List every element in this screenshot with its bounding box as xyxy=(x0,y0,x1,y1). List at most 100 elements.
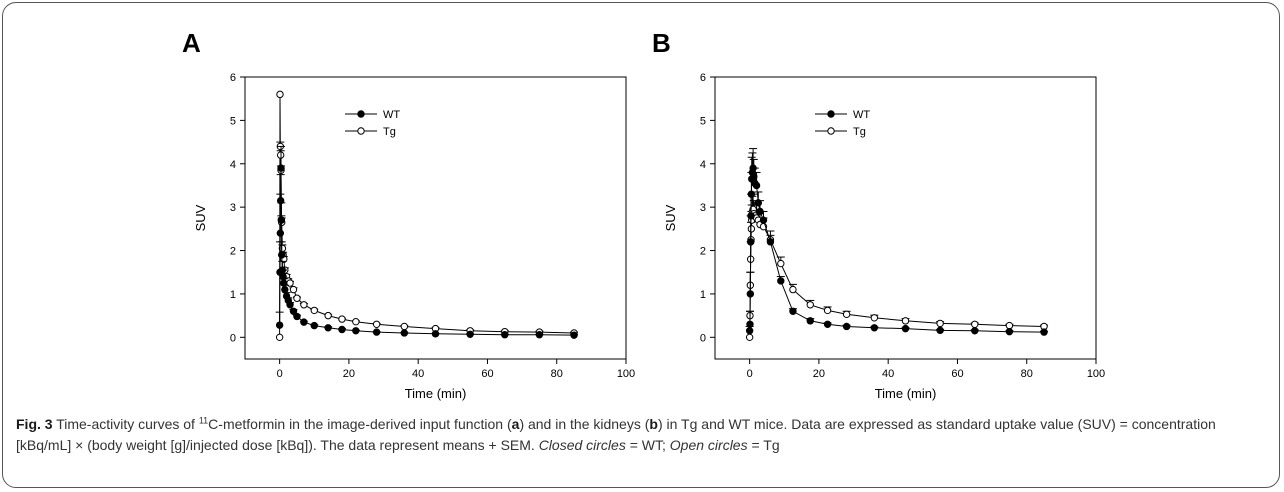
panel-a-series-tg-point xyxy=(338,315,346,323)
panel-b-series-wt-point xyxy=(870,324,879,332)
caption-text-1: Time-activity curves of xyxy=(52,416,199,432)
panel-a-series-wt-point xyxy=(277,216,286,224)
panel-b-xtick-label: 20 xyxy=(813,368,825,380)
panel-a-series-wt-point xyxy=(280,279,288,287)
panel-b-series-wt-point xyxy=(971,327,979,335)
panel-a-series-wt-point xyxy=(501,331,509,339)
panel-b-series-wt-point xyxy=(749,164,757,172)
panel-b-series-wt-point xyxy=(745,327,754,335)
panel-b-series-wt-point xyxy=(746,320,754,328)
panel-b-ytick-label: 1 xyxy=(700,289,706,301)
panel-a-series-wt-point xyxy=(431,330,440,338)
panel-a-series-tg-point xyxy=(289,285,298,294)
panel-b-series-tg-point xyxy=(745,333,754,342)
caption-superscript: 11 xyxy=(198,415,209,426)
panel-b-legend-wt-marker xyxy=(827,110,835,118)
panel-b-ytick-label: 3 xyxy=(700,202,706,214)
panel-a-xtick-label: 20 xyxy=(343,368,355,380)
panel-b-series-wt-point xyxy=(1005,327,1014,336)
panel-a-series-wt-point xyxy=(466,330,474,338)
panel-a-series-tg-point xyxy=(372,320,381,328)
panel-a-series-wt-point xyxy=(279,272,287,281)
panel-a-series-wt-point xyxy=(278,266,287,274)
panel-a-series-tg-point xyxy=(293,294,301,302)
panel-a-series-wt-point xyxy=(289,307,298,315)
panel-b-series-tg-point xyxy=(1005,321,1014,330)
panel-a-series-tg-point xyxy=(276,90,284,99)
panel-b-series-tg-point xyxy=(901,317,910,325)
panel-b-series-wt-point xyxy=(754,199,762,207)
panel-b-series-tg-point xyxy=(971,320,979,328)
panel-b-xtick-label: 60 xyxy=(951,368,963,380)
panel-a-xtick-label: 60 xyxy=(481,368,493,380)
panel-b-ytick-label: 5 xyxy=(700,115,706,127)
caption-closed-circles: Closed circles xyxy=(538,437,626,453)
panel-a-legend-tg-label: Tg xyxy=(383,126,396,138)
panel-a-xtick-label: 80 xyxy=(551,368,563,380)
panel-b-ytick-label: 2 xyxy=(700,246,706,258)
panel-b-series-tg-point xyxy=(936,319,944,328)
panel-a-series-wt-point xyxy=(570,331,578,339)
figure-caption: Fig. 3 Time-activity curves of 11C-metfo… xyxy=(16,414,1266,456)
panel-a-series-tg-point xyxy=(275,333,284,342)
panel-a-ytick-label: 3 xyxy=(230,202,236,214)
panel-b-series-tg-line xyxy=(749,209,1045,338)
panel-b-series-tg-point xyxy=(823,306,832,315)
panel-a-ytick-label: 2 xyxy=(230,246,236,258)
panel-b-xtick-label: 80 xyxy=(1021,368,1033,380)
panel-b-series-wt-point xyxy=(1040,328,1048,336)
panel-b-series-wt-point xyxy=(766,238,775,246)
panel-a-series-wt-point xyxy=(277,164,285,172)
panel-b-series-tg-point xyxy=(842,310,851,319)
caption-panel-b-ref: b xyxy=(649,416,658,432)
panel-a-legend-tg-marker xyxy=(357,127,365,135)
panel-a-series-wt-point xyxy=(300,318,308,326)
panel-b-series-tg-point xyxy=(789,285,797,294)
panel-a-legend-wt-marker xyxy=(357,110,365,118)
panel-b-ytick-label: 6 xyxy=(700,72,706,84)
panel-a-series-wt-point xyxy=(275,321,284,329)
panel-b-legend-wt-label: WT xyxy=(853,109,870,121)
panel-a-series-tg-point xyxy=(400,322,409,331)
panel-a-series-wt-point xyxy=(338,325,346,334)
panel-b-x-axis-title: Time (min) xyxy=(875,386,937,401)
panel-b-series-wt xyxy=(745,148,1049,336)
panel-b-series-wt-point xyxy=(759,216,768,224)
panel-b-series-wt-point xyxy=(756,207,764,216)
panel-a-ytick-label: 1 xyxy=(230,289,236,301)
panel-a-y-axis-title: SUV xyxy=(193,204,208,231)
panel-b-series-wt-point xyxy=(901,324,910,333)
panel-a-ytick-label: 4 xyxy=(230,159,236,171)
panel-b-plot-frame xyxy=(714,76,1097,360)
panel-a-series-wt-point xyxy=(276,196,285,205)
caption-open-circles: Open circles xyxy=(669,437,748,453)
caption-eq-wt: = WT; xyxy=(625,437,670,453)
panel-b-ytick-label: 4 xyxy=(700,159,706,171)
panel-b-series-tg-point xyxy=(806,301,814,309)
panel-a-xtick-label: 100 xyxy=(617,368,635,380)
panel-a-series-wt-point xyxy=(372,328,381,336)
panel-b-ytick-label: 0 xyxy=(700,332,706,344)
panel-b-series-tg-point xyxy=(777,259,785,268)
panel-b-series-wt-point xyxy=(746,290,755,298)
panel-b-series-wt-point xyxy=(746,238,755,246)
caption-fig-label: Fig. 3 xyxy=(16,416,53,432)
panel-b-xtick-label: 100 xyxy=(1087,368,1105,380)
panel-b-series-wt-point xyxy=(750,173,758,181)
caption-eq-tg: = Tg xyxy=(747,437,780,453)
panel-b-legend-tg-marker xyxy=(827,127,835,135)
panel-b-series-wt-point xyxy=(823,320,832,328)
panel-b-series-wt-point xyxy=(752,181,761,190)
panel-b-series-tg-point xyxy=(870,314,879,322)
panel-a-series-wt-point xyxy=(535,331,544,339)
panel-b-letter: B xyxy=(652,28,671,58)
panel-a-series-wt-point xyxy=(281,285,289,294)
panel-a-series-wt-point xyxy=(324,324,332,332)
panel-a-series-wt-point xyxy=(278,251,286,259)
panel-a-series-tg xyxy=(275,90,579,342)
panel-a-x-axis-title: Time (min) xyxy=(405,386,467,401)
panel-a-letter: A xyxy=(182,28,201,58)
panel-b-xtick-label: 40 xyxy=(882,368,894,380)
